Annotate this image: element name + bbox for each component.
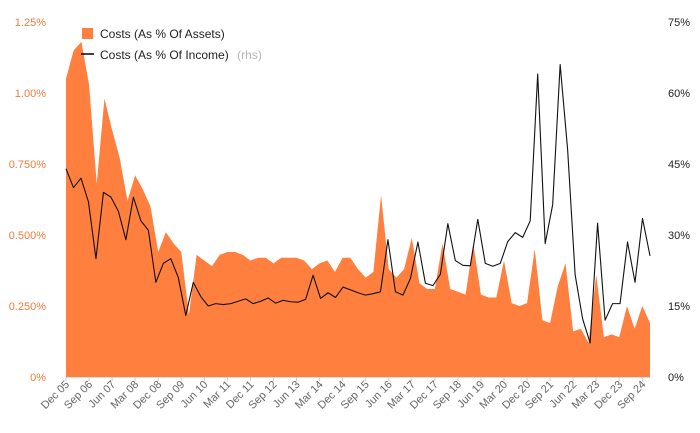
right-tick-label: 45% xyxy=(668,159,690,171)
legend-label-area: Costs (As % Of Assets) xyxy=(100,27,225,41)
right-tick-label: 15% xyxy=(668,301,690,313)
left-tick-label: 0% xyxy=(30,372,46,384)
legend-line-suffix: (rhs) xyxy=(237,48,262,62)
right-tick-label: 0% xyxy=(668,372,684,384)
right-tick-label: 75% xyxy=(668,17,690,29)
legend-line-text: Costs (As % Of Income) xyxy=(100,48,229,62)
legend: Costs (As % Of Assets) Costs (As % Of In… xyxy=(81,27,262,63)
right-y-axis: 0% 15% 30% 45% 60% 75% xyxy=(668,17,690,384)
left-tick-label: 0.750% xyxy=(9,159,47,171)
right-tick-label: 30% xyxy=(668,230,690,242)
left-tick-label: 1.25% xyxy=(15,17,46,29)
legend-label-line: Costs (As % Of Income) (rhs) xyxy=(100,46,262,63)
left-y-axis: 0% 0.250% 0.500% 0.750% 1.00% 1.25% xyxy=(9,17,47,384)
left-tick-label: 0.500% xyxy=(9,230,47,242)
right-tick-label: 60% xyxy=(668,88,690,100)
assets-cost-area xyxy=(66,41,650,377)
legend-swatch-area xyxy=(82,28,93,39)
left-tick-label: 1.00% xyxy=(15,88,46,100)
left-tick-label: 0.250% xyxy=(9,301,47,313)
income-cost-line xyxy=(65,64,651,344)
